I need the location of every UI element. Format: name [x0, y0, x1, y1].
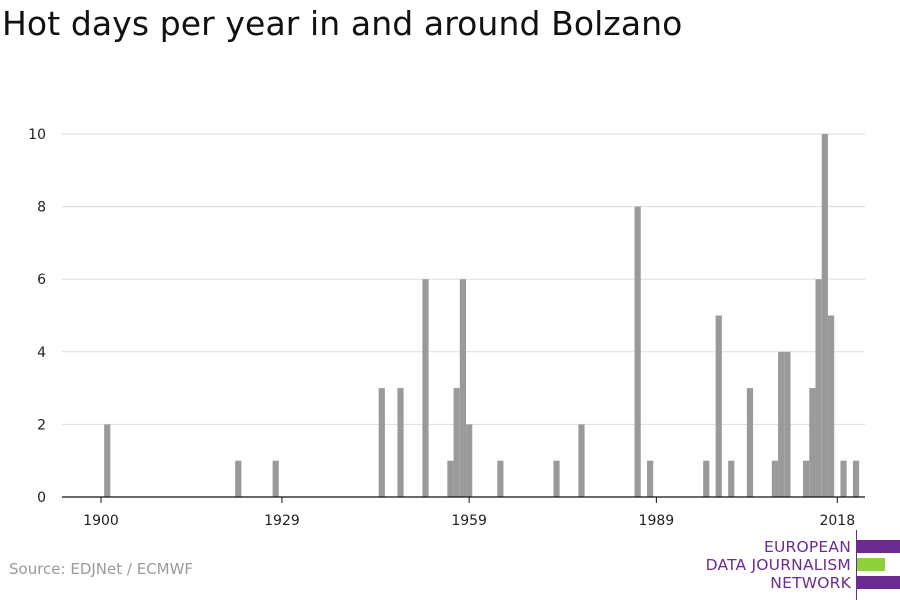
bar [634, 206, 641, 497]
bar [771, 460, 779, 497]
bar [815, 279, 822, 497]
logo-line-1: EUROPEAN [763, 538, 851, 556]
bar [104, 424, 111, 497]
logo-line-3: NETWORK [770, 574, 851, 592]
y-axis-labels: 0 2 4 6 8 10 [28, 127, 46, 506]
bar [778, 351, 785, 497]
bar [840, 460, 847, 497]
bar [703, 460, 710, 497]
bar [459, 279, 467, 497]
edjnet-logo: EUROPEAN DATA JOURNALISM NETWORK [700, 528, 900, 600]
bar [378, 388, 385, 497]
bar [578, 424, 585, 497]
bar [784, 351, 791, 497]
bar [497, 460, 504, 497]
bar [728, 460, 735, 497]
x-tick-label: 1989 [639, 513, 675, 529]
bar [715, 315, 722, 497]
logo-bar-top [857, 540, 900, 553]
bar [809, 388, 816, 497]
bar [447, 460, 454, 497]
bar [746, 388, 754, 497]
y-tick-label: 2 [37, 417, 46, 433]
logo-rule [856, 530, 857, 600]
y-tick-label: 8 [37, 200, 46, 216]
bar [852, 460, 860, 497]
bar [453, 388, 460, 497]
x-tick-label: 1929 [264, 513, 300, 529]
bar [397, 388, 404, 497]
axes [62, 496, 865, 503]
bar [422, 279, 429, 497]
bar [647, 460, 654, 497]
bar [272, 460, 279, 497]
x-tick-label: 1900 [83, 513, 119, 529]
bar [235, 460, 242, 497]
logo-bar-bottom [857, 576, 900, 589]
source-note: Source: EDJNet / ECMWF [9, 560, 194, 578]
y-tick-label: 0 [37, 490, 46, 506]
y-tick-label: 4 [37, 345, 46, 361]
y-tick-label: 6 [37, 272, 46, 288]
bar [827, 315, 835, 497]
logo-bar-middle [857, 558, 885, 571]
bar [553, 460, 560, 497]
chart-title: Hot days per year in and around Bolzano [2, 4, 683, 43]
y-tick-label: 10 [28, 127, 46, 143]
bars [104, 134, 860, 497]
x-tick-label: 1959 [451, 513, 487, 529]
bar [821, 134, 828, 497]
logo-line-2: DATA JOURNALISM [705, 556, 851, 574]
bar [803, 460, 810, 497]
bar [466, 424, 473, 497]
x-tick-label: 2018 [819, 513, 855, 529]
x-axis-labels: 1900 1929 1959 1989 2018 [83, 513, 855, 529]
